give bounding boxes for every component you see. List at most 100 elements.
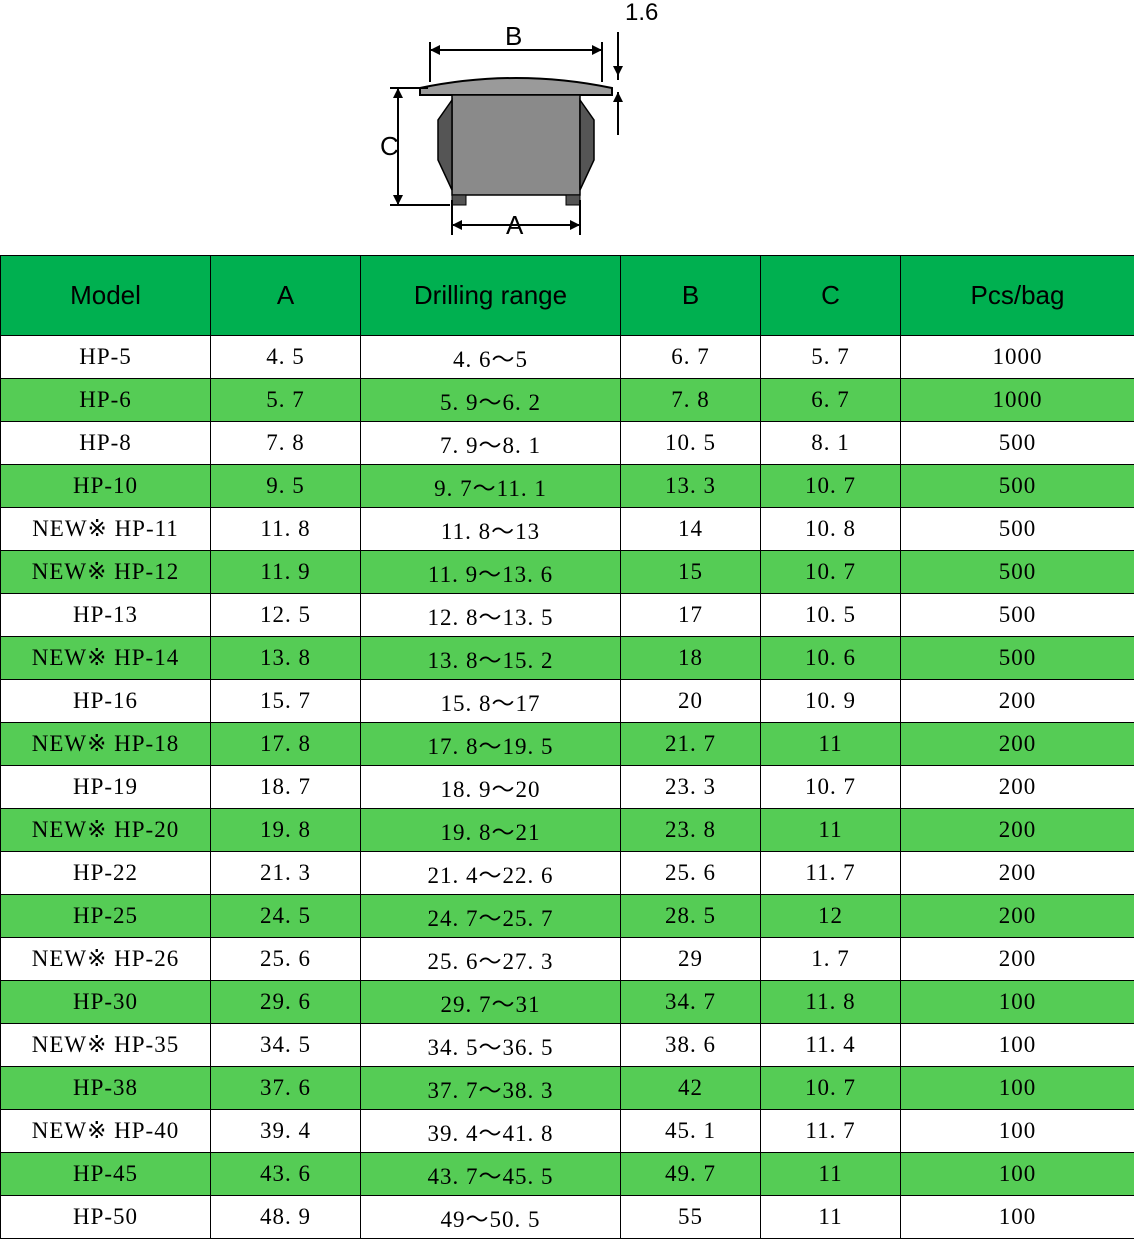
cell-pcs: 200: [901, 680, 1134, 723]
cell-c: 8. 1: [761, 422, 901, 465]
table-row: HP-1918. 718. 9～2023. 310. 7200: [1, 766, 1134, 809]
cell-pcs: 100: [901, 1110, 1134, 1153]
cell-drill: 12. 8～13. 5: [361, 594, 621, 637]
cell-pcs: 200: [901, 938, 1134, 981]
cell-pcs: 500: [901, 594, 1134, 637]
cell-drill: 34. 5～36. 5: [361, 1024, 621, 1067]
table-row: HP-3029. 629. 7～3134. 711. 8100: [1, 981, 1134, 1024]
cell-a: 17. 8: [211, 723, 361, 766]
cell-b: 17: [621, 594, 761, 637]
cell-a: 48. 9: [211, 1196, 361, 1239]
cell-c: 11: [761, 1196, 901, 1239]
table-row: HP-1312. 512. 8～13. 51710. 5500: [1, 594, 1134, 637]
part-lug-right: [580, 100, 594, 190]
table-row: HP-109. 59. 7～11. 113. 310. 7500: [1, 465, 1134, 508]
table-row: HP-1615. 715. 8～172010. 9200: [1, 680, 1134, 723]
cell-b: 7. 8: [621, 379, 761, 422]
cell-model: NEW※ HP-14: [1, 637, 211, 680]
table-row: NEW※ HP-2019. 819. 8～2123. 811200: [1, 809, 1134, 852]
cell-pcs: 1000: [901, 336, 1134, 379]
cell-b: 10. 5: [621, 422, 761, 465]
cell-b: 14: [621, 508, 761, 551]
cell-drill: 11. 9～13. 6: [361, 551, 621, 594]
cell-pcs: 200: [901, 723, 1134, 766]
cell-pcs: 500: [901, 465, 1134, 508]
cell-c: 11. 7: [761, 852, 901, 895]
table-row: HP-2524. 524. 7～25. 728. 512200: [1, 895, 1134, 938]
cell-a: 25. 6: [211, 938, 361, 981]
col-pcs: Pcs/bag: [901, 256, 1134, 336]
cell-drill: 18. 9～20: [361, 766, 621, 809]
cell-a: 7. 8: [211, 422, 361, 465]
cell-b: 42: [621, 1067, 761, 1110]
cell-model: NEW※ HP-40: [1, 1110, 211, 1153]
cell-drill: 9. 7～11. 1: [361, 465, 621, 508]
cell-model: HP-38: [1, 1067, 211, 1110]
cell-drill: 5. 9～6. 2: [361, 379, 621, 422]
cell-pcs: 200: [901, 852, 1134, 895]
cell-c: 11: [761, 809, 901, 852]
col-a: A: [211, 256, 361, 336]
cell-b: 15: [621, 551, 761, 594]
cell-drill: 7. 9～8. 1: [361, 422, 621, 465]
cell-drill: 11. 8～13: [361, 508, 621, 551]
cell-c: 12: [761, 895, 901, 938]
cell-model: HP-19: [1, 766, 211, 809]
cell-model: NEW※ HP-12: [1, 551, 211, 594]
table-row: NEW※ HP-1211. 911. 9～13. 61510. 7500: [1, 551, 1134, 594]
table-row: HP-54. 54. 6～56. 75. 71000: [1, 336, 1134, 379]
cell-a: 24. 5: [211, 895, 361, 938]
cell-b: 13. 3: [621, 465, 761, 508]
cell-a: 37. 6: [211, 1067, 361, 1110]
page-container: 1.6 B: [0, 0, 1134, 1239]
cell-drill: 21. 4～22. 6: [361, 852, 621, 895]
cell-model: HP-22: [1, 852, 211, 895]
cell-c: 10. 7: [761, 551, 901, 594]
part-lug-left: [438, 100, 452, 190]
cell-model: HP-13: [1, 594, 211, 637]
cell-c: 11: [761, 723, 901, 766]
label-1-6: 1.6: [625, 0, 658, 26]
cell-a: 18. 7: [211, 766, 361, 809]
cell-model: HP-6: [1, 379, 211, 422]
table-row: NEW※ HP-1817. 817. 8～19. 521. 711200: [1, 723, 1134, 766]
cell-pcs: 100: [901, 1067, 1134, 1110]
cell-a: 19. 8: [211, 809, 361, 852]
cell-c: 10. 7: [761, 1067, 901, 1110]
cell-a: 5. 7: [211, 379, 361, 422]
cell-drill: 19. 8～21: [361, 809, 621, 852]
cell-c: 10. 9: [761, 680, 901, 723]
cell-b: 29: [621, 938, 761, 981]
cell-a: 9. 5: [211, 465, 361, 508]
cell-a: 13. 8: [211, 637, 361, 680]
cell-b: 6. 7: [621, 336, 761, 379]
col-model: Model: [1, 256, 211, 336]
cell-model: HP-5: [1, 336, 211, 379]
cell-c: 10. 5: [761, 594, 901, 637]
cell-pcs: 100: [901, 981, 1134, 1024]
part-body: [452, 95, 580, 195]
cell-c: 5. 7: [761, 336, 901, 379]
cell-model: HP-50: [1, 1196, 211, 1239]
cell-c: 10. 7: [761, 465, 901, 508]
cell-model: HP-10: [1, 465, 211, 508]
cell-a: 15. 7: [211, 680, 361, 723]
col-b: B: [621, 256, 761, 336]
cell-model: NEW※ HP-18: [1, 723, 211, 766]
cell-pcs: 500: [901, 422, 1134, 465]
cell-b: 23. 3: [621, 766, 761, 809]
cell-pcs: 200: [901, 766, 1134, 809]
table-row: NEW※ HP-3534. 534. 5～36. 538. 611. 4100: [1, 1024, 1134, 1067]
table-row: NEW※ HP-2625. 625. 6～27. 3291. 7200: [1, 938, 1134, 981]
cell-model: NEW※ HP-35: [1, 1024, 211, 1067]
cell-c: 1. 7: [761, 938, 901, 981]
cell-b: 34. 7: [621, 981, 761, 1024]
col-drill: Drilling range: [361, 256, 621, 336]
cell-drill: 17. 8～19. 5: [361, 723, 621, 766]
cell-b: 23. 8: [621, 809, 761, 852]
cell-drill: 4. 6～5: [361, 336, 621, 379]
cell-drill: 15. 8～17: [361, 680, 621, 723]
cell-drill: 43. 7～45. 5: [361, 1153, 621, 1196]
table-row: NEW※ HP-4039. 439. 4～41. 845. 111. 7100: [1, 1110, 1134, 1153]
cell-a: 12. 5: [211, 594, 361, 637]
